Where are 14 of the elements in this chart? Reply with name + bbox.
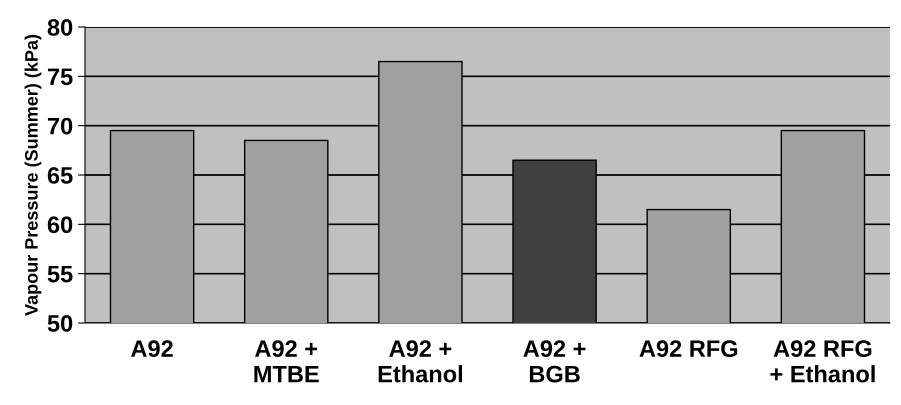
y-tick-label: 55 (48, 266, 73, 282)
y-tick-label: 70 (48, 118, 72, 134)
x-tick-label: A92 + MTBE (254, 340, 319, 382)
y-axis-title: Vapour Pressure (Summer) (kPa) (24, 34, 42, 316)
y-tick-label: 80 (48, 19, 72, 36)
x-tick-label: A92 RFG + Ethanol (770, 340, 875, 382)
y-tick-label: 50 (48, 315, 72, 332)
x-tick-label: A92 + BGB (523, 340, 586, 382)
x-tick-label: A92 RFG (639, 340, 738, 358)
y-tick-label: 75 (48, 68, 73, 86)
x-tick-label: A92 + Ethanol (378, 340, 462, 382)
y-tick-label: 60 (48, 216, 72, 234)
y-tick-label: 65 (48, 167, 73, 184)
x-tick-label: A92 (131, 340, 173, 358)
